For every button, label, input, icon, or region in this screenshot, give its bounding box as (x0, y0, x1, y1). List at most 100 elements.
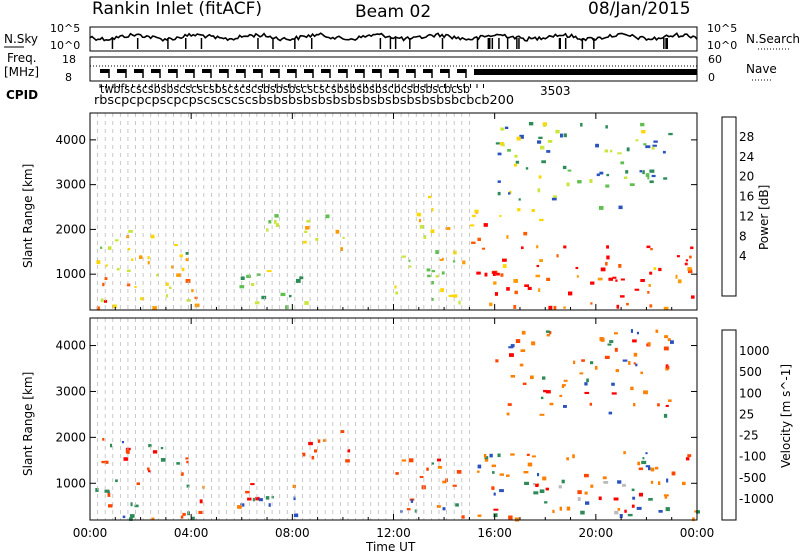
power-colorbar-tick: 20 (739, 170, 754, 184)
velocity-cell (123, 457, 129, 461)
power-cell (408, 265, 412, 268)
velocity-cell (489, 453, 493, 458)
velocity-cell (542, 476, 547, 481)
power-cell (165, 294, 169, 298)
power-cell (629, 183, 635, 186)
power-cell (274, 219, 277, 224)
power-cell (462, 260, 466, 265)
power-cell (608, 277, 613, 281)
velocity-cell (532, 483, 536, 486)
velocity-cell (664, 335, 669, 339)
velocity-cell (559, 394, 563, 397)
power-cell (494, 292, 498, 296)
power-cell (640, 122, 645, 127)
velocity-cell (476, 470, 480, 473)
power-cell (576, 275, 579, 278)
velocity-cell (182, 512, 186, 516)
power-cell (684, 262, 688, 266)
velocity-cell (572, 454, 575, 459)
power-cell (536, 264, 540, 268)
power-cell (590, 302, 593, 305)
velocity-cell (617, 508, 621, 511)
power-cell (605, 125, 608, 129)
power-cell (658, 267, 662, 272)
power-cell (647, 291, 650, 294)
power-cell (185, 279, 191, 283)
velocity-cell (148, 470, 152, 473)
velocity-cell (539, 413, 545, 416)
velocity-cell (160, 447, 164, 450)
power-cell (563, 133, 567, 138)
velocity-cell (544, 501, 548, 504)
nsky-label: N.Sky (4, 32, 38, 46)
power-cell (299, 276, 304, 280)
power-cell (127, 247, 131, 251)
velocity-cell (410, 499, 414, 503)
velocity-colorbar-tick: -500 (739, 471, 766, 485)
power-cell (690, 246, 694, 250)
velocity-cell (121, 441, 124, 444)
power-cell (649, 180, 654, 184)
power-cell (441, 271, 445, 275)
power-cell (689, 255, 692, 259)
power-cell (502, 258, 507, 262)
velocity-cell (271, 495, 274, 499)
power-cell (176, 273, 181, 277)
velocity-cell (630, 329, 633, 333)
velocity-cell (585, 501, 590, 505)
velocity-cell (542, 376, 546, 380)
power-cell (174, 244, 178, 247)
power-cell (508, 192, 511, 195)
power-cell (536, 245, 539, 249)
freq-trace-block (185, 69, 194, 73)
velocity-cell (519, 363, 524, 367)
power-cell (600, 267, 606, 272)
freq-trace-block (236, 69, 245, 73)
velocity-cell (499, 473, 504, 476)
power-cell (551, 197, 557, 201)
velocity-cell (493, 492, 496, 496)
power-cell (538, 175, 542, 179)
nsky-trace (89, 32, 698, 42)
power-cell (560, 133, 563, 138)
velocity-cell (314, 449, 318, 453)
power-cell (495, 142, 500, 145)
velocity-colorbar-tick: -1000 (739, 492, 774, 506)
power-cell (289, 294, 292, 298)
power-cell (303, 240, 307, 244)
power-cell (492, 272, 496, 276)
velocity-ytick-label: 4000 (55, 339, 86, 353)
velocity-cell (531, 455, 536, 458)
freq-trace-block (100, 69, 109, 73)
velocity-cell (258, 498, 263, 502)
power-cell (499, 215, 502, 218)
power-cell (439, 258, 444, 261)
power-cell (543, 124, 546, 127)
power-cell (477, 237, 481, 241)
power-cell (268, 220, 272, 224)
xtick-label: 12:00 (376, 526, 411, 540)
power-cell (266, 270, 272, 273)
power-cell (620, 161, 625, 165)
power-cell (606, 173, 610, 177)
velocity-cell (484, 456, 489, 460)
velocity-cell (602, 476, 607, 480)
freq-trace-block (321, 69, 330, 73)
velocity-cell (611, 382, 615, 386)
power-cell (563, 245, 567, 249)
power-cell (246, 274, 251, 278)
power-cell (453, 259, 456, 263)
power-ytick-label: 3000 (55, 178, 86, 192)
power-cell (418, 218, 421, 223)
velocity-cell (579, 372, 584, 375)
power-cell (547, 139, 553, 143)
velocity-ytick-label: 1000 (55, 476, 86, 490)
power-cell (502, 264, 507, 268)
power-cell (194, 303, 200, 308)
velocity-colorbar-tick: 100 (739, 386, 762, 400)
power-cell (616, 304, 620, 309)
power-cell (179, 254, 183, 258)
velocity-cell (531, 341, 536, 346)
